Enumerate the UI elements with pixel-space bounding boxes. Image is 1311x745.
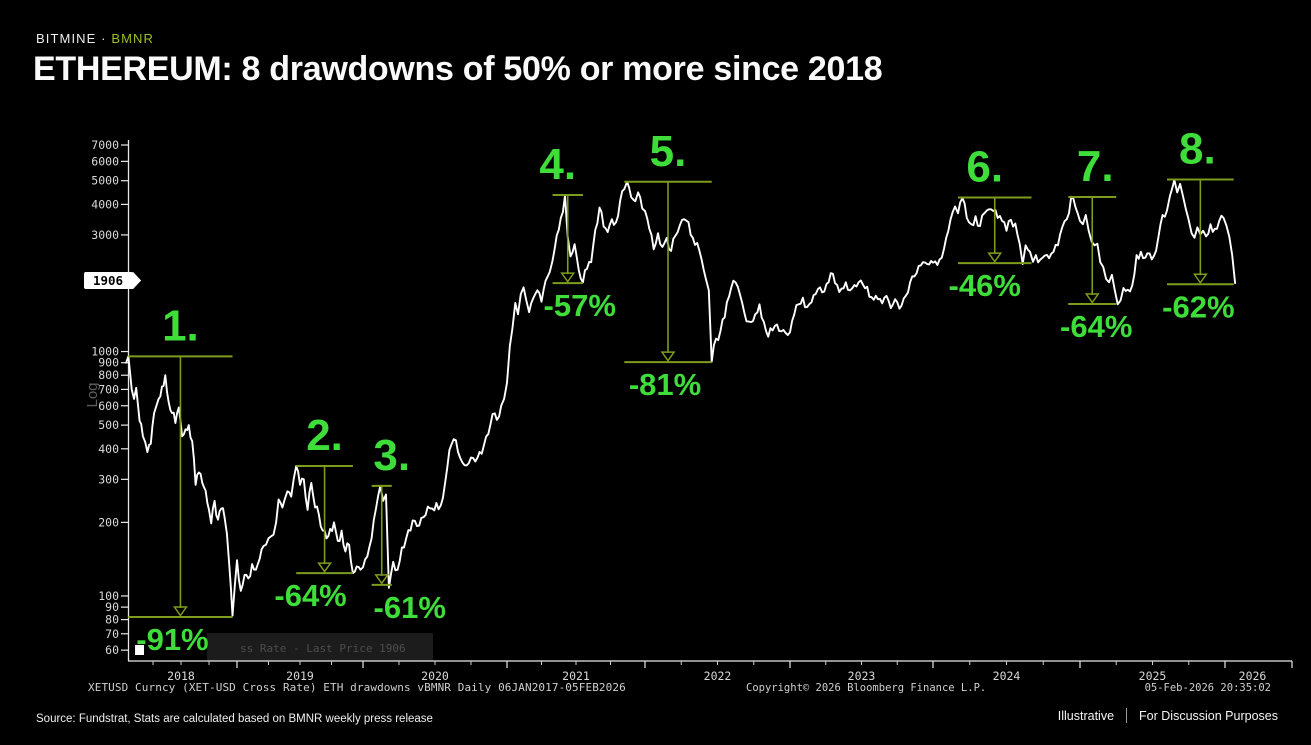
y-tick-label: 6000 [91, 154, 119, 168]
y-tick-label: 300 [98, 472, 119, 486]
axes: 7000600050004000300020001000900800700600… [84, 138, 1293, 683]
drawdown-annotation-4: 4. -57% [539, 140, 616, 323]
drawdown-number: 8. [1179, 124, 1216, 173]
drawdown-percent: -46% [949, 268, 1021, 303]
drawdown-number: 7. [1077, 142, 1114, 191]
y-tick-label: 200 [98, 515, 119, 529]
drawdown-arrowhead-icon [172, 606, 188, 617]
drawdown-number: 6. [966, 142, 1003, 191]
drawdown-annotation-6: 6. -46% [949, 142, 1032, 303]
drawdown-annotation-1: 1. -91% [128, 301, 233, 657]
disclaimer-separator-bar [1126, 708, 1128, 723]
drawdown-arrowhead-icon [317, 562, 333, 573]
drawdown-number: 5. [650, 127, 687, 176]
x-tick-label: 2024 [993, 669, 1021, 683]
drawdown-annotation-3: 3. -61% [371, 431, 446, 625]
y-tick-label: 4000 [91, 197, 119, 211]
drawdown-percent: -62% [1162, 289, 1234, 324]
y-tick-label: 1000 [91, 345, 119, 359]
drawdown-number: 1. [162, 301, 199, 350]
drawdown-annotation-5: 5. -81% [624, 127, 712, 402]
drawdown-annotation-2: 2. -64% [274, 411, 353, 613]
y-tick-label: 600 [98, 399, 119, 413]
price-line [125, 178, 1237, 617]
drawdown-arrowhead-icon [987, 252, 1003, 263]
x-tick-label: 2021 [562, 669, 590, 683]
disclaimer-illustrative: Illustrative [1057, 708, 1115, 723]
page-title: ETHEREUM: 8 drawdowns of 50% or more sin… [33, 50, 883, 88]
drawdown-annotation-8: 8. -62% [1162, 124, 1234, 324]
legend-label: ss Rate - Last Price 1906 [240, 642, 406, 655]
x-tick-label: 2023 [848, 669, 876, 683]
x-tick-label: 2025 [1139, 669, 1167, 683]
y-tick-label: 70 [105, 627, 119, 641]
brand-name: BITMINE [36, 31, 97, 46]
drawdown-percent: -81% [629, 367, 701, 402]
y-tick-label: 90 [105, 600, 119, 614]
chart-footer-query: XETUSD Curncy (XET-USD Cross Rate) ETH d… [88, 681, 626, 694]
brand-separator: · [101, 31, 107, 46]
drawdown-percent: -64% [1060, 309, 1132, 344]
y-tick-label: 700 [98, 382, 119, 396]
drawdown-arrowhead-icon [1192, 273, 1208, 285]
legend-marker-square-icon [135, 645, 144, 655]
x-tick-label: 2020 [421, 669, 449, 683]
x-tick-label: 2019 [286, 669, 314, 683]
legend: ss Rate - Last Price 1906 [135, 633, 433, 661]
drawdown-arrowhead-icon [560, 272, 576, 283]
drawdown-percent: -57% [544, 288, 616, 323]
y-tick-label: 800 [98, 368, 119, 382]
drawdown-arrowhead-icon [660, 351, 676, 362]
y-axis-scale-label: Log [84, 382, 101, 407]
drawdown-number: 4. [539, 140, 576, 189]
drawdown-percent: -61% [374, 590, 446, 625]
y-tick-label: 100 [98, 589, 119, 603]
y-tick-label: 60 [105, 643, 119, 657]
drawdown-number: 3. [373, 431, 410, 480]
brand-ticker: BMNR [111, 31, 154, 46]
drawdown-number: 2. [306, 411, 343, 460]
drawdown-percent: -64% [274, 578, 346, 613]
disclaimer-purpose: For Discussion Purposes [1139, 708, 1278, 723]
chart-footer-copyright: Copyright© 2026 Bloomberg Finance L.P. [746, 682, 987, 694]
drawdown-arrowhead-icon [374, 574, 390, 585]
y-tick-label: 400 [98, 442, 119, 456]
brand-line: BITMINE · BMNR [36, 31, 154, 46]
y-tick-label: 80 [105, 613, 119, 627]
source-note: Source: Fundstrat, Stats are calculated … [36, 713, 433, 725]
x-tick-label: 2018 [167, 669, 195, 683]
y-tick-label: 3000 [91, 228, 119, 242]
y-tick-label: 900 [98, 356, 119, 370]
drawdown-annotation-7: 7. -64% [1060, 142, 1132, 344]
disclaimer: Illustrative For Discussion Purposes [1058, 708, 1278, 723]
y-tick-label: 5000 [91, 174, 119, 188]
y-tick-label: 7000 [91, 138, 119, 152]
chart-footer-timestamp: 05-Feb-2026 20:35:02 [1144, 682, 1271, 694]
last-price-badge: 1906 [84, 272, 141, 289]
x-tick-label: 2022 [704, 669, 732, 683]
drawdown-arrowhead-icon [1084, 293, 1100, 304]
y-tick-label: 500 [98, 418, 119, 432]
last-price-value: 1906 [93, 273, 123, 288]
x-tick-label: 2026 [1239, 669, 1267, 683]
drawdown-percent: -91% [136, 622, 208, 657]
